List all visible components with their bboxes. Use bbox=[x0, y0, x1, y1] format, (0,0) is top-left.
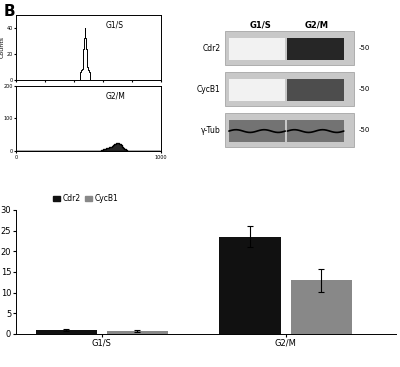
Bar bbox=[225, 31, 354, 65]
Bar bbox=[287, 120, 344, 142]
Bar bbox=[287, 79, 344, 101]
Text: -50: -50 bbox=[358, 127, 370, 133]
Bar bbox=[229, 38, 285, 60]
Bar bbox=[225, 72, 354, 106]
Bar bbox=[290, 280, 352, 334]
Y-axis label: Counts: Counts bbox=[0, 36, 5, 58]
Text: G1/S: G1/S bbox=[106, 21, 124, 30]
Bar bbox=[220, 237, 281, 334]
Text: -50: -50 bbox=[358, 45, 370, 51]
Y-axis label: Counts: Counts bbox=[0, 108, 2, 130]
Bar bbox=[107, 331, 168, 334]
Text: G2/M: G2/M bbox=[106, 92, 126, 101]
Text: -50: -50 bbox=[358, 86, 370, 92]
Legend: Cdr2, CycB1: Cdr2, CycB1 bbox=[50, 191, 121, 207]
Text: Cdr2: Cdr2 bbox=[202, 44, 220, 52]
Bar bbox=[225, 113, 354, 147]
Bar bbox=[229, 79, 285, 101]
Bar bbox=[36, 330, 97, 334]
Text: γ-Tub: γ-Tub bbox=[201, 126, 220, 135]
Bar bbox=[287, 38, 344, 60]
Text: G2/M: G2/M bbox=[305, 20, 329, 29]
Text: CycB1: CycB1 bbox=[197, 84, 220, 94]
Text: G1/S: G1/S bbox=[249, 20, 271, 29]
Text: B: B bbox=[4, 4, 16, 19]
Bar bbox=[229, 120, 285, 142]
